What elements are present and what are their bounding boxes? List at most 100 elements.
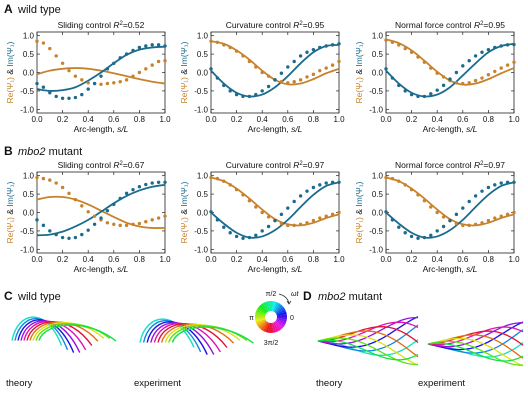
data-point-im	[448, 218, 452, 223]
data-point-im	[131, 48, 135, 53]
y-tick-label: -1.0	[20, 245, 34, 254]
y-axis-label-re: Re(Ψ₁)	[354, 77, 364, 104]
y-tick-label: 0.0	[372, 69, 384, 78]
x-tick-label: 0.4	[257, 255, 269, 264]
wheel-label-left: π	[249, 315, 254, 322]
y-axis-label: Re(Ψ₁) & Im(Ψ₁)	[179, 41, 189, 103]
x-axis-label: Arc-length, s/L	[248, 264, 303, 274]
caption-c-theory: theory	[6, 378, 33, 389]
y-axis-label-re: Re(Ψ₁)	[179, 217, 189, 244]
data-point-re	[403, 46, 407, 51]
x-tick-label: 0.6	[457, 115, 469, 124]
x-tick-label: 0.4	[83, 255, 95, 264]
data-point-re	[86, 81, 90, 85]
data-point-im	[124, 52, 129, 56]
y-axis-label-amp: &	[354, 207, 364, 217]
data-point-im	[441, 224, 446, 229]
r2-superscript: 2	[299, 161, 303, 167]
y-tick-label: -0.5	[20, 87, 34, 96]
x-axis-label: Arc-length, s/L	[423, 264, 478, 274]
x-tick-label: 0.8	[134, 115, 146, 124]
data-point-im	[67, 236, 71, 240]
y-axis-label: Re(Ψ₁) & Im(Ψ₁)	[5, 181, 15, 243]
data-point-re	[215, 176, 220, 181]
data-point-im	[48, 229, 52, 233]
data-point-im	[403, 89, 407, 93]
data-point-re	[241, 193, 245, 197]
waveform-line	[160, 323, 235, 344]
data-point-re	[416, 193, 420, 197]
data-point-im	[337, 180, 341, 185]
x-tick-label: 0.8	[483, 255, 495, 264]
waveform-line	[164, 324, 241, 343]
data-point-im	[150, 43, 154, 47]
data-point-im	[266, 224, 271, 229]
section-title-a: wild type	[17, 4, 61, 16]
waveform-line	[29, 321, 99, 342]
chart-A3: Normal force control R2=0.95 1.0 0.5 0.0 -0.…	[354, 20, 520, 134]
data-point-re	[137, 70, 142, 75]
data-point-re	[266, 215, 271, 219]
data-point-im	[209, 67, 213, 71]
data-point-im	[80, 232, 84, 237]
y-tick-label: -0.5	[194, 227, 208, 236]
data-point-im	[454, 70, 459, 75]
data-point-im	[505, 180, 510, 185]
data-point-im	[241, 94, 245, 99]
data-point-re	[337, 59, 341, 64]
wheel-center	[265, 311, 277, 323]
data-point-im	[86, 87, 90, 91]
data-point-im	[499, 181, 503, 185]
data-point-re	[473, 222, 478, 226]
data-point-im	[247, 235, 252, 240]
y-tick-label: -1.0	[369, 245, 383, 254]
data-point-im	[137, 45, 142, 50]
omega-arrow-icon	[278, 293, 290, 304]
y-axis-label-re: Re(Ψ₁)	[179, 77, 189, 104]
y-axis-label-im: Im(Ψ₁)	[354, 181, 364, 206]
data-point-re	[137, 221, 142, 226]
panel-letter-b: B	[4, 144, 13, 158]
r2-symbol: R	[293, 20, 299, 30]
x-tick-label: 0.0	[31, 255, 43, 264]
x-tick-label: 0.8	[134, 255, 146, 264]
waveform-line	[317, 337, 418, 366]
data-point-re	[493, 69, 497, 74]
data-point-im	[48, 91, 52, 95]
data-point-im	[234, 92, 239, 97]
y-tick-label: 0.5	[372, 50, 384, 59]
data-point-im	[279, 212, 284, 217]
r2-symbol: R	[474, 160, 480, 170]
data-point-re	[305, 221, 309, 225]
data-point-im	[499, 44, 503, 48]
data-point-re	[416, 55, 420, 59]
waveform-line	[38, 324, 117, 342]
data-point-im	[112, 61, 116, 65]
data-point-im	[512, 42, 516, 47]
y-tick-label: 0.5	[23, 190, 35, 199]
data-point-im	[486, 47, 491, 52]
data-point-im	[222, 225, 226, 229]
waveform-line	[317, 334, 419, 366]
data-point-re	[222, 179, 226, 183]
data-point-re	[279, 80, 284, 84]
x-tick-label: 0.6	[457, 255, 469, 264]
data-point-im	[429, 233, 433, 238]
y-axis-label: Re(Ψ₁) & Im(Ψ₁)	[179, 181, 189, 243]
data-point-im	[505, 43, 510, 47]
data-point-re	[234, 187, 239, 192]
x-tick-label: 0.4	[432, 255, 444, 264]
data-point-re	[499, 66, 503, 70]
y-tick-label: -1.0	[194, 105, 208, 114]
data-point-im	[67, 96, 71, 100]
data-point-re	[260, 210, 264, 215]
r2-superscript: 2	[120, 161, 124, 167]
wheel-label-top: π/2	[266, 291, 277, 298]
data-point-re	[156, 59, 161, 64]
data-point-im	[429, 92, 433, 96]
waveform-line	[427, 340, 524, 366]
data-point-re	[279, 221, 284, 226]
data-point-re	[311, 218, 316, 223]
r2-symbol: R	[113, 20, 119, 30]
y-tick-label: 0.0	[23, 209, 35, 218]
